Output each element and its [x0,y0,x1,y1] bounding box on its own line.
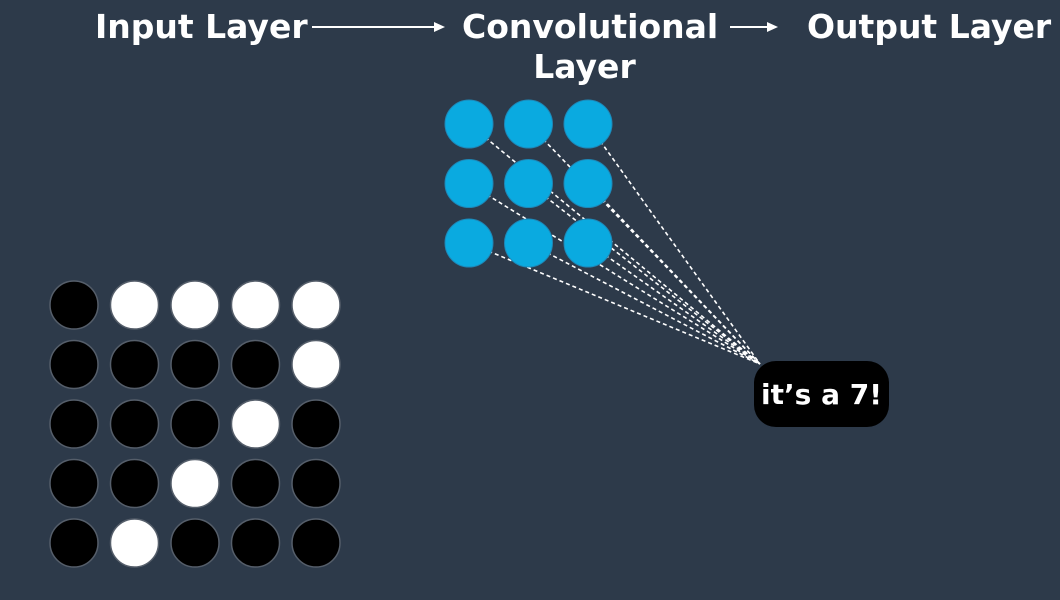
input-node-r2-c3 [170,339,220,390]
input-node-r1-c1 [49,280,99,330]
input-node-r5-c3 [170,518,220,568]
conv-node-r3-c2 [504,218,553,268]
conv-node-r2-c3 [563,159,613,208]
convolutional-layer-grid [444,99,613,268]
conv-node-r1-c1 [444,99,494,149]
output-layer-label: Output Layer [807,7,1052,46]
input-node-r5-c2 [109,518,160,568]
input-node-r1-c2 [109,280,160,330]
conv-node-r1-c2 [504,99,553,149]
convolutional-layer-label: Convolutional Layer [462,7,719,87]
input-node-r1-c4 [230,280,281,330]
input-node-r5-c4 [230,518,281,568]
conv-node-r1-c3 [563,99,613,149]
input-node-r2-c1 [49,339,99,390]
connection-line-4 [468,182,761,365]
input-layer-grid [49,280,341,568]
input-node-r4-c5 [291,458,341,509]
input-node-r4-c3 [170,458,220,509]
input-node-r4-c1 [49,458,99,509]
input-node-r1-c3 [170,280,220,330]
arrow-input-to-conv [312,22,445,32]
input-node-r3-c2 [109,399,160,449]
input-node-r5-c5 [291,518,341,568]
input-node-r2-c4 [230,339,281,390]
arrow-conv-to-output [730,22,778,32]
convolutional-layer-label-line2: Layer [533,47,636,86]
input-layer-label: Input Layer [95,7,308,46]
output-bubble: it’s a 7! [754,361,889,427]
input-node-r4-c2 [109,458,160,509]
input-node-r2-c5 [291,339,341,390]
conv-node-r3-c1 [444,218,494,268]
connection-line-8 [528,242,761,365]
conv-node-r3-c3 [563,218,613,268]
connection-line-9 [587,242,761,365]
connection-line-3 [587,123,761,365]
input-node-r3-c5 [291,399,341,449]
conv-node-r2-c1 [444,159,494,208]
input-node-r3-c1 [49,399,99,449]
input-node-r4-c4 [230,458,281,509]
input-node-r2-c2 [109,339,160,390]
input-node-r5-c1 [49,518,99,568]
input-node-r3-c4 [230,399,281,449]
conv-node-r2-c2 [504,159,553,208]
input-node-r3-c3 [170,399,220,449]
input-node-r1-c5 [291,280,341,330]
convolutional-layer-label-line1: Convolutional [462,7,719,46]
